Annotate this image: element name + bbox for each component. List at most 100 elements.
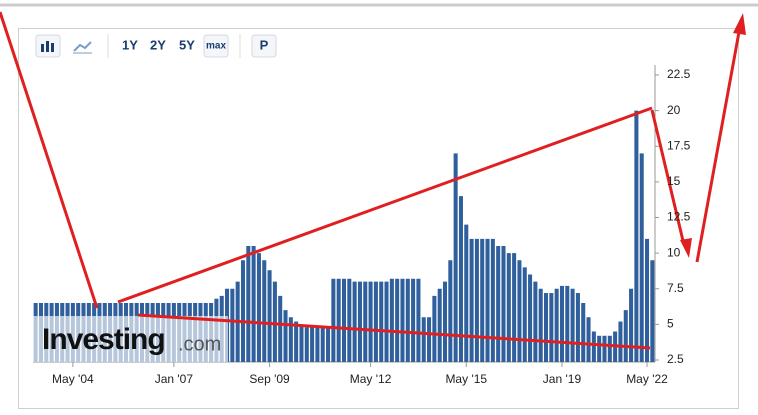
bar: [618, 321, 623, 362]
bar: [453, 153, 458, 362]
bar: [634, 110, 639, 362]
bar: [240, 260, 246, 362]
x-tick-label: May '22: [626, 372, 668, 386]
bar: [650, 260, 655, 362]
range-button[interactable]: 2Y: [150, 37, 166, 52]
bar: [326, 327, 331, 362]
bar: [363, 281, 368, 362]
bar: [645, 238, 650, 362]
bar: [517, 260, 522, 362]
icon: [41, 44, 44, 52]
bar: [629, 288, 634, 362]
bar: [331, 278, 336, 362]
arrowhead: [733, 13, 746, 35]
icon: [46, 41, 49, 52]
bar: [299, 324, 304, 362]
bar: [357, 281, 362, 362]
bar: [294, 321, 299, 362]
bar: [474, 238, 479, 362]
bar: [288, 317, 293, 362]
bar: [310, 327, 315, 362]
bar: [597, 335, 602, 362]
x-tick-label: Jan '07: [155, 372, 194, 386]
bar: [251, 246, 256, 362]
watermark-suffix: .com: [178, 333, 221, 355]
bar: [565, 285, 570, 362]
bar: [256, 253, 261, 362]
bar: [528, 274, 533, 362]
bar: [448, 260, 453, 362]
bar: [602, 335, 607, 362]
annotation-arrow: [650, 109, 686, 246]
bar: [639, 153, 644, 362]
watermark-brand: Investing: [42, 323, 165, 356]
icon: [73, 41, 92, 52]
bar: [315, 327, 320, 362]
bar: [432, 295, 437, 362]
bar: [267, 270, 272, 362]
bar: [416, 278, 421, 362]
range-button[interactable]: 5Y: [179, 37, 195, 52]
arrowhead: [680, 238, 692, 258]
bar: [379, 281, 384, 362]
bar: [464, 224, 469, 362]
p-button[interactable]: [251, 34, 277, 58]
x-tick-label: Sep '09: [249, 372, 290, 386]
bar: [533, 281, 538, 362]
bar: [368, 281, 373, 362]
annotation-line: [137, 313, 651, 350]
max-button[interactable]: [203, 34, 229, 58]
x-tick-label: May '12: [350, 372, 392, 386]
watermark-backdrop: [33, 316, 228, 362]
bar: [373, 281, 378, 362]
bar: [512, 253, 517, 362]
bar: [506, 253, 511, 362]
bar: [272, 281, 277, 362]
bar: [549, 293, 554, 362]
icon: [51, 43, 54, 52]
x-tick-label: May '04: [52, 372, 94, 386]
bar: [538, 288, 543, 362]
annotation-arrow: [695, 31, 741, 263]
y-tick-label: 15: [667, 174, 681, 188]
range-button[interactable]: P: [260, 37, 269, 52]
bar: [591, 331, 596, 362]
y-tick-label: 20: [667, 103, 681, 117]
annotation-line: [0, 11, 99, 309]
x-tick-label: Jan '19: [543, 372, 582, 386]
annotation-line: [117, 106, 653, 304]
bar: [575, 293, 580, 362]
bar: [442, 281, 448, 362]
bar: [501, 246, 506, 362]
range-button[interactable]: 1Y: [122, 37, 138, 52]
panel: [18, 28, 739, 409]
bar: [395, 278, 400, 362]
bar: [411, 278, 416, 362]
bar: [496, 246, 501, 362]
toolbar: 1Y 2Y 5Y max P: [35, 34, 277, 58]
bar: [262, 260, 267, 362]
annotations: [0, 11, 746, 350]
bar: [607, 335, 612, 362]
bar: [469, 238, 474, 362]
bar: [278, 295, 283, 362]
bar: [320, 327, 325, 362]
bar: [405, 278, 410, 362]
y-tick-label: 22.5: [667, 67, 691, 81]
bar: [336, 278, 341, 362]
y-tick-label: 5: [667, 317, 674, 331]
bar: [341, 278, 347, 362]
y-tick-label: 17.5: [667, 138, 691, 152]
bar: [230, 288, 235, 362]
bar: [458, 196, 463, 362]
bar: [480, 238, 485, 362]
x-tick-label: May '15: [445, 372, 487, 386]
bar: [570, 288, 575, 362]
bar: [543, 293, 549, 362]
bar: [352, 281, 357, 362]
bar: [304, 327, 309, 362]
y-tick-label: 12.5: [667, 210, 691, 224]
range-button[interactable]: max: [206, 41, 226, 52]
